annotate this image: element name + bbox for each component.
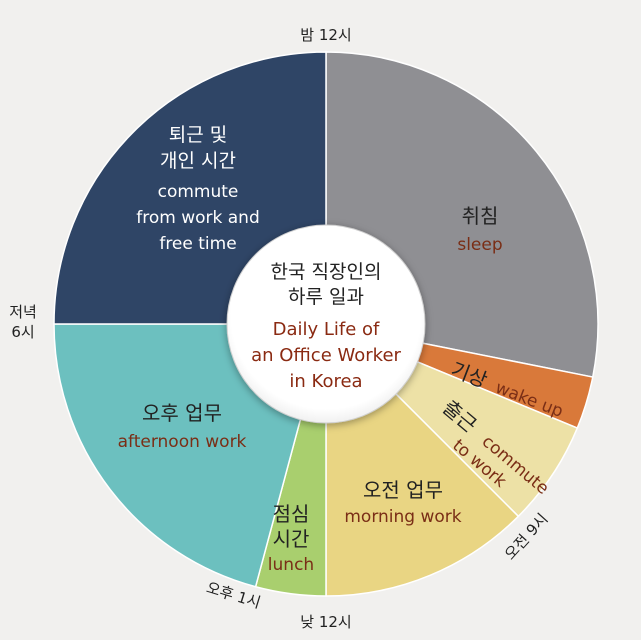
- center-title-ko-line1: 한국 직장인의: [271, 261, 382, 283]
- slice-label-afternoon-ko: 오후 업무: [142, 401, 222, 425]
- slice-label-lunch-ko1: 점심: [273, 502, 310, 526]
- tick-label-noon: 낮 12시: [300, 613, 351, 631]
- tick-label-6pm-line2: 6시: [11, 323, 34, 341]
- slice-label-afternoon-en: afternoon work: [118, 432, 247, 452]
- slice-label-sleep-en: sleep: [457, 235, 502, 255]
- center-title-en-line1: Daily Life of: [273, 319, 380, 340]
- slice-label-lunch-en: lunch: [268, 555, 314, 575]
- center-title-circle: [226, 224, 426, 424]
- tick-label-midnight: 밤 12시: [300, 26, 351, 44]
- slice-label-freetime-en1: commute: [158, 182, 239, 202]
- tick-label-6pm-line1: 저녁: [9, 303, 37, 321]
- slice-label-morning-ko: 오전 업무: [363, 478, 443, 502]
- slice-label-freetime-ko1: 퇴근 및: [169, 124, 227, 146]
- center-title-en-line2: an Office Worker: [251, 345, 401, 366]
- slice-label-lunch-ko2: 시간: [273, 527, 310, 551]
- slice-label-freetime-en2: from work and: [136, 208, 260, 228]
- slice-label-freetime-ko2: 개인 시간: [160, 150, 236, 172]
- slice-label-freetime-en3: free time: [159, 234, 236, 254]
- center-title-en-line3: in Korea: [289, 371, 362, 392]
- center-title-ko-line2: 하루 일과: [288, 286, 364, 308]
- slice-label-morning-en: morning work: [344, 507, 461, 527]
- slice-label-sleep-ko: 취침: [462, 204, 499, 228]
